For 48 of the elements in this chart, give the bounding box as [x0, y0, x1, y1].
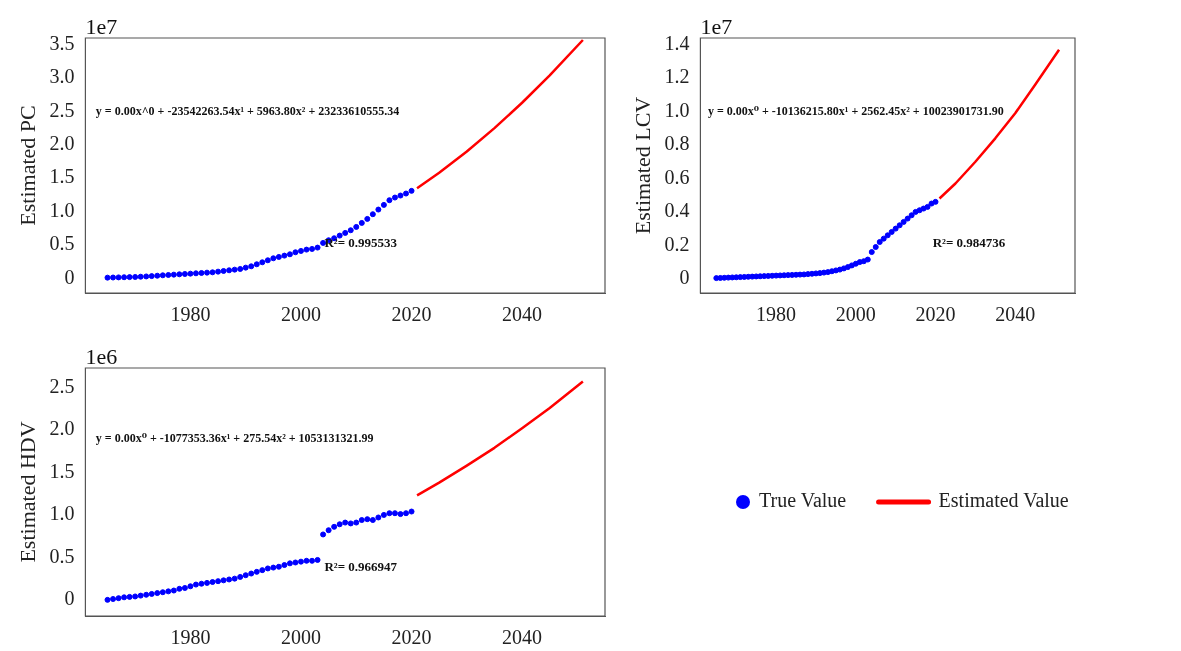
annotation: y = 0.00x⁰ + -10136215.80x¹ + 2562.45x² + 10023901731.90 [707, 103, 1004, 118]
x-tick-label: 1980 [170, 626, 211, 649]
y-tick-label: 0.5 [49, 232, 75, 255]
y-tick-label: 0.5 [49, 544, 75, 567]
y-tick-label: 0 [679, 266, 690, 289]
x-tick-label: 2000 [280, 626, 321, 649]
y-tick-label: 2.5 [49, 374, 75, 397]
x-tick-label: 2020 [391, 626, 432, 649]
x-tick-label: 2000 [280, 303, 321, 326]
y-tick-label: 1.4 [664, 31, 690, 54]
y-axis-title: Estimated LCV [629, 96, 655, 235]
y-tick-label: 0.2 [664, 232, 690, 255]
y-tick-label: 2.0 [49, 417, 75, 440]
y-axis-title: Estimated PC [14, 105, 40, 226]
annotation: 1e6 [85, 344, 118, 369]
y-tick-label: 0.4 [664, 199, 690, 222]
x-tick-label: 2040 [995, 303, 1036, 326]
legend-label: True Value [759, 489, 847, 512]
y-tick-label: 1.0 [49, 502, 75, 525]
x-tick-label: 2020 [391, 303, 432, 326]
annotation: 1e7 [700, 14, 733, 39]
annotation: R²= 0.984736 [932, 235, 1006, 251]
x-tick-label: 1980 [170, 303, 211, 326]
y-tick-label: 1.5 [49, 165, 75, 188]
legend-label: Estimated Value [938, 489, 1069, 512]
x-tick-label: 2040 [502, 626, 543, 649]
y-tick-label: 3.0 [49, 65, 75, 88]
annotation: R²= 0.966947 [324, 559, 398, 575]
x-tick-label: 2020 [915, 303, 956, 326]
x-tick-label: 2040 [502, 303, 543, 326]
y-tick-label: 1.0 [664, 98, 690, 121]
y-tick-label: 0 [64, 587, 75, 610]
annotation: y = 0.00x^0 + -23542263.54x¹ + 5963.80x² + 23233610555.34 [95, 103, 400, 118]
annotation: 1e7 [85, 14, 118, 39]
y-tick-label: 0.6 [664, 165, 690, 188]
y-tick-label: 2.5 [49, 98, 75, 121]
annotation: R²= 0.995533 [324, 235, 398, 251]
x-tick-label: 1980 [756, 303, 797, 326]
x-tick-label: 2000 [835, 303, 876, 326]
y-tick-label: 1.0 [49, 198, 75, 221]
annotation: y = 0.00x⁰ + -1077353.36x¹ + 275.54x² + 1053131321.99 [95, 431, 374, 446]
y-axis-title: Estimated HDV [14, 421, 40, 563]
y-tick-label: 0.8 [664, 132, 690, 155]
y-tick-label: 3.5 [49, 31, 75, 54]
y-tick-label: 2.0 [49, 132, 75, 155]
y-tick-label: 1.5 [49, 459, 75, 482]
y-tick-label: 0 [64, 265, 75, 288]
y-tick-label: 1.2 [664, 65, 690, 88]
